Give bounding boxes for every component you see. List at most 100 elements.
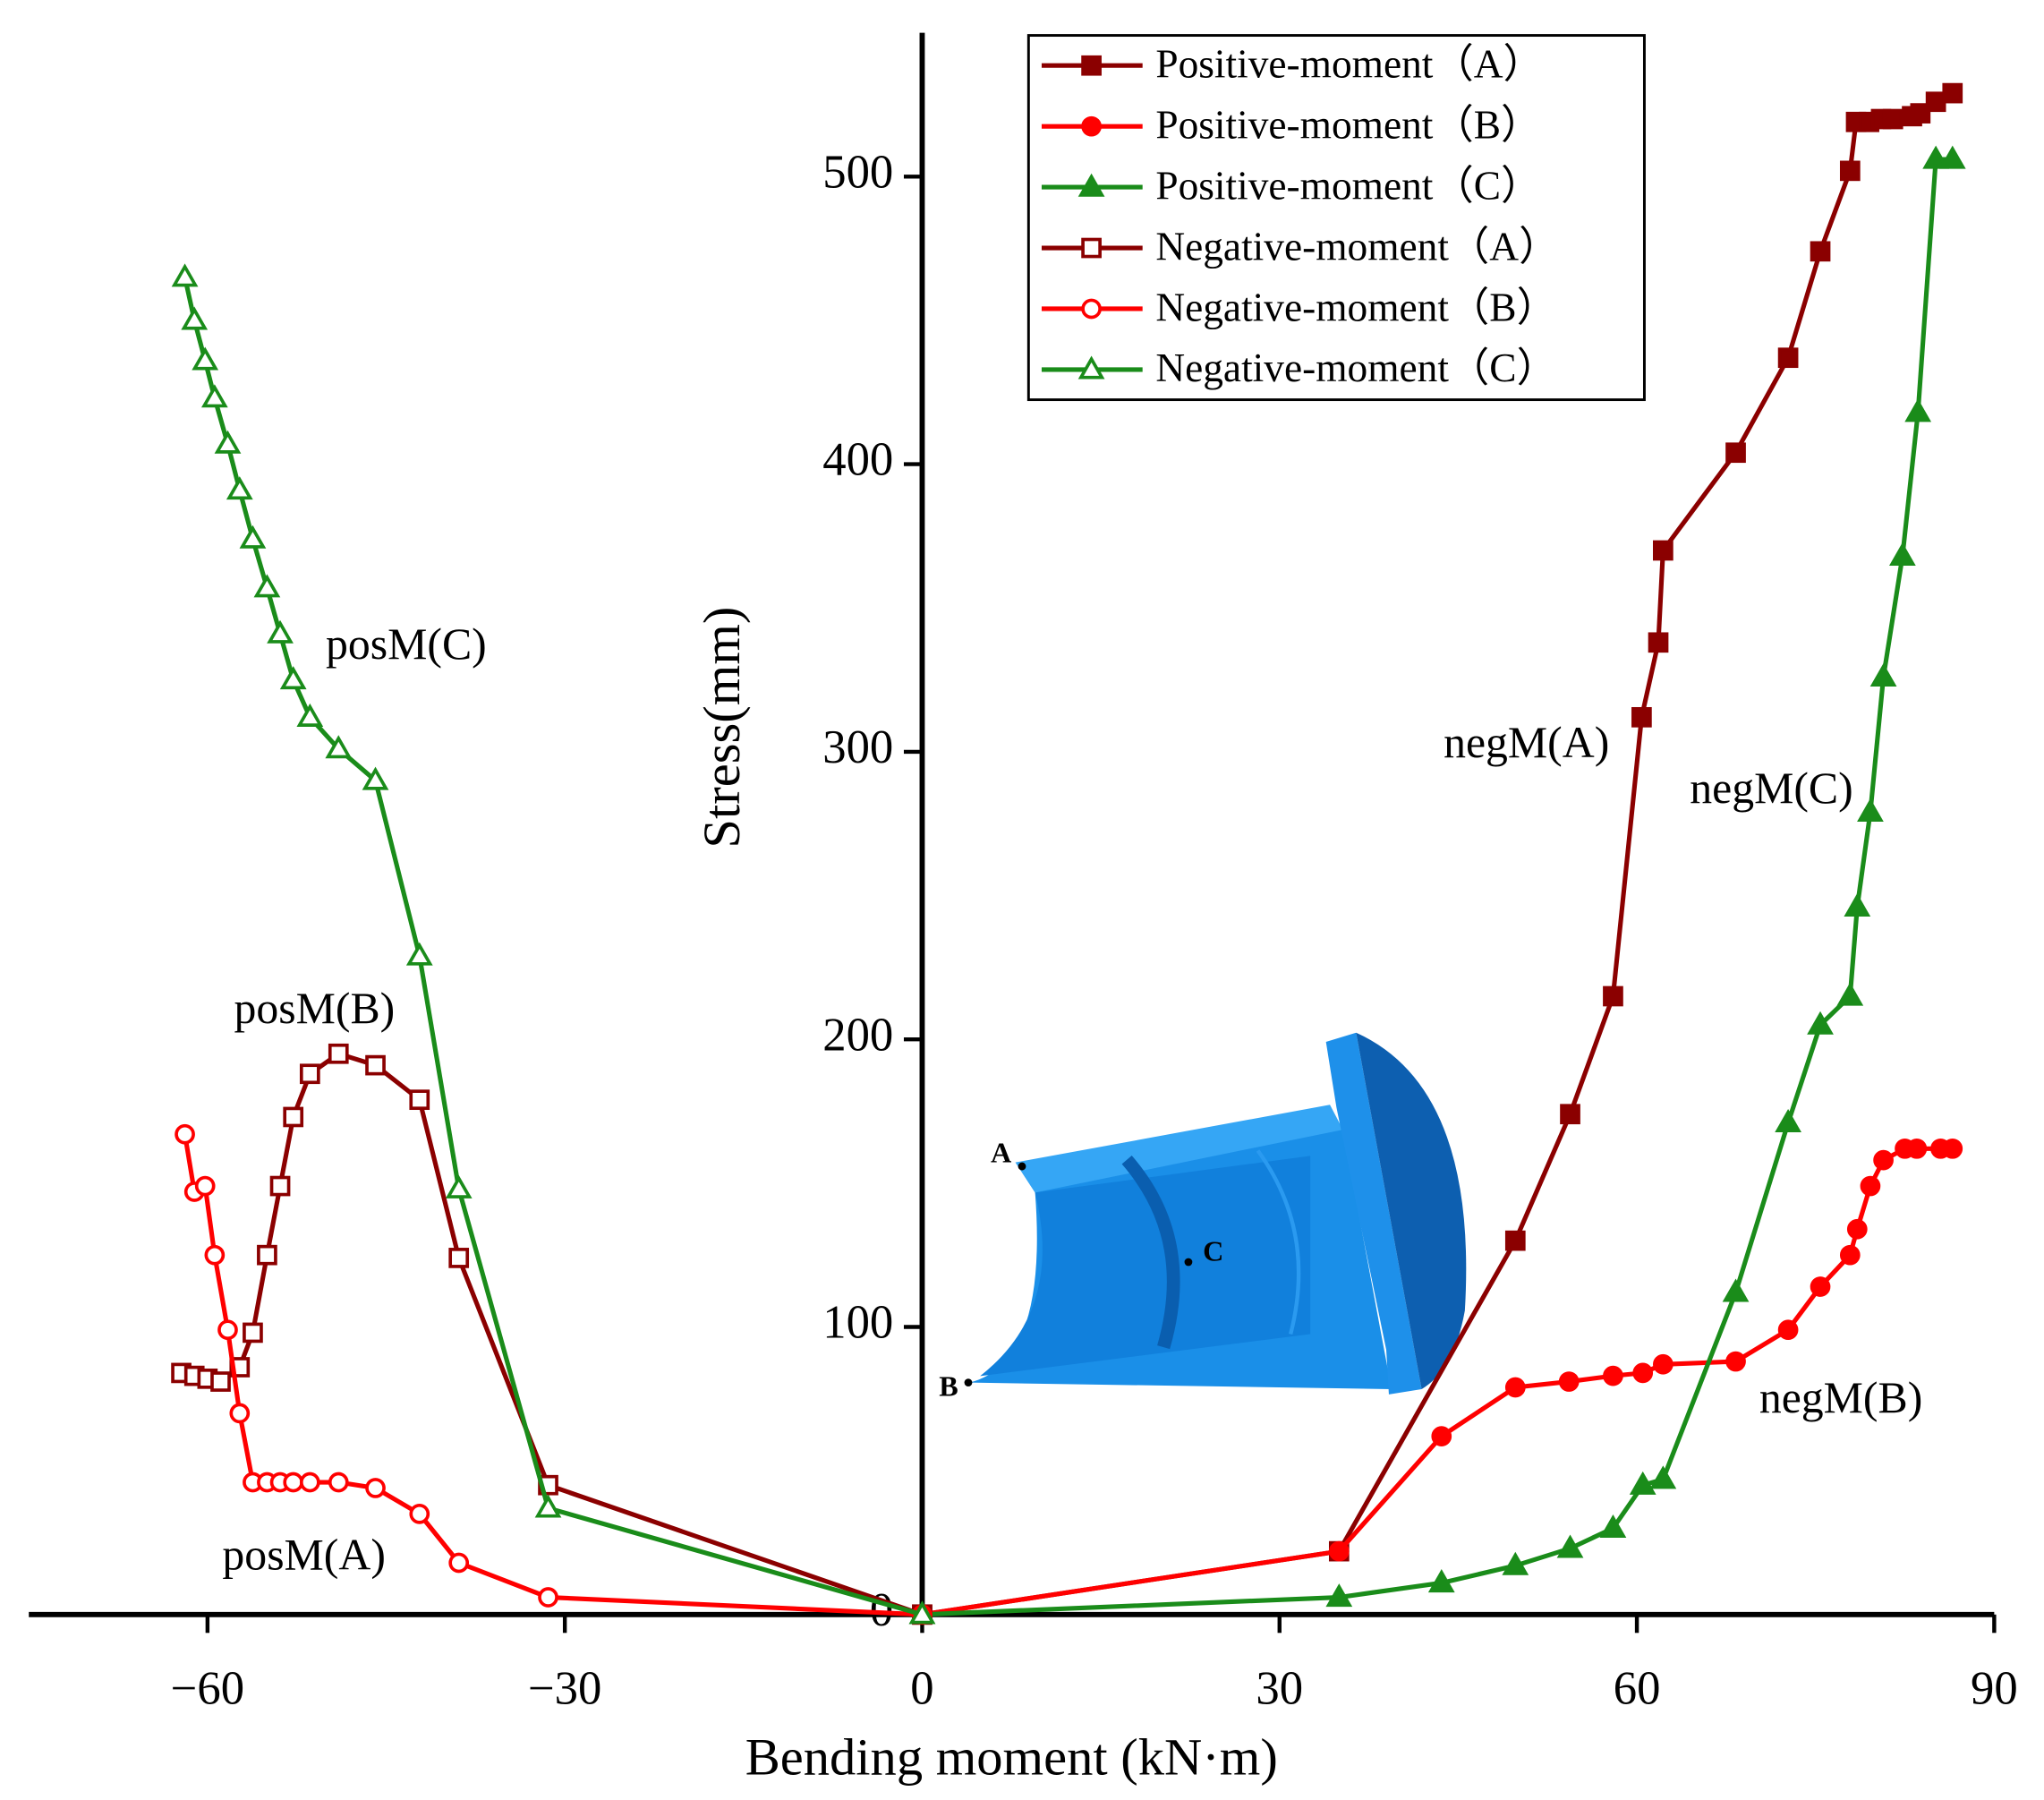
inset-top xyxy=(1015,1105,1343,1193)
x-tick-label: 30 xyxy=(1256,1663,1303,1715)
marker xyxy=(538,1587,558,1608)
inset-figure: A B C xyxy=(939,1032,1467,1402)
marker xyxy=(1775,1108,1801,1132)
marker xyxy=(1839,1244,1861,1266)
marker xyxy=(204,1244,226,1266)
marker xyxy=(1603,985,1623,1007)
y-tick-label: 100 xyxy=(822,1297,893,1349)
marker xyxy=(365,1478,386,1498)
marker xyxy=(325,735,353,759)
marker xyxy=(1652,540,1674,561)
annotation: posM(A) xyxy=(222,1531,385,1580)
marker xyxy=(1810,1276,1831,1297)
series xyxy=(908,145,1966,1625)
series xyxy=(171,1043,933,1625)
annotation: posM(B) xyxy=(234,984,396,1033)
marker xyxy=(1722,1278,1750,1302)
marker xyxy=(1631,706,1652,728)
marker xyxy=(1556,1534,1584,1558)
marker xyxy=(362,766,389,790)
marker xyxy=(194,1175,216,1197)
marker xyxy=(405,942,433,966)
marker xyxy=(1844,892,1871,917)
y-tick-label: 400 xyxy=(822,434,893,486)
marker xyxy=(1906,1138,1928,1159)
marker xyxy=(1502,1551,1529,1575)
marker xyxy=(445,1174,473,1199)
marker xyxy=(1081,115,1102,137)
inset-label: A xyxy=(991,1137,1012,1169)
inset-label: C xyxy=(1203,1235,1223,1267)
marker xyxy=(1077,355,1105,380)
marker xyxy=(299,1063,320,1085)
marker xyxy=(409,1503,430,1524)
marker xyxy=(192,346,219,371)
x-tick-label: −60 xyxy=(171,1663,244,1715)
marker xyxy=(257,1244,277,1266)
x-tick-label: 60 xyxy=(1614,1663,1661,1715)
marker xyxy=(908,1600,936,1625)
inset-ring xyxy=(1121,1155,1180,1350)
marker xyxy=(269,1175,291,1197)
legend-label: Positive-moment（C） xyxy=(1155,163,1541,208)
legend: Positive-moment（A） Positive-moment（B） Posi… xyxy=(1026,34,1646,402)
marker xyxy=(1910,103,1931,124)
legend-box xyxy=(1026,34,1646,402)
marker xyxy=(1629,1471,1656,1495)
y-tick-label: 500 xyxy=(822,146,893,198)
marker xyxy=(1081,298,1102,320)
inset-point xyxy=(964,1378,973,1387)
marker xyxy=(1649,1465,1677,1489)
marker xyxy=(448,1248,470,1268)
marker xyxy=(1777,347,1799,369)
marker xyxy=(267,619,294,644)
legend-label: Positive-moment（A） xyxy=(1155,42,1544,87)
marker xyxy=(1922,145,1950,169)
marker xyxy=(1889,542,1916,567)
annotation: posM(C) xyxy=(326,619,487,669)
marker xyxy=(1807,1011,1834,1035)
x-tick-label: 90 xyxy=(1971,1663,2018,1715)
marker xyxy=(1860,1175,1881,1197)
marker xyxy=(1882,108,1903,130)
inset-cavity xyxy=(980,1156,1311,1377)
marker xyxy=(1846,1218,1868,1240)
marker xyxy=(1081,237,1102,259)
x-tick-label: −30 xyxy=(528,1663,601,1715)
annotation: negM(B) xyxy=(1759,1373,1922,1422)
marker xyxy=(279,666,307,690)
marker xyxy=(181,306,209,330)
inset-point xyxy=(1018,1162,1026,1171)
marker xyxy=(328,1043,349,1064)
series-line xyxy=(183,277,924,1617)
marker xyxy=(1869,662,1897,687)
marker xyxy=(217,1319,238,1341)
marker xyxy=(226,476,253,500)
marker xyxy=(1836,982,1864,1006)
marker xyxy=(171,263,199,287)
marker xyxy=(283,1472,304,1493)
y-axis-title: Stress(mm) xyxy=(693,607,751,849)
marker xyxy=(243,1322,263,1344)
series xyxy=(175,1123,933,1625)
marker xyxy=(1077,173,1105,197)
y-tick-label: 300 xyxy=(822,721,893,773)
marker xyxy=(253,574,281,598)
marker xyxy=(1599,1514,1627,1539)
marker xyxy=(1558,1371,1580,1392)
series xyxy=(912,1138,1963,1625)
marker xyxy=(296,703,324,727)
inset-point xyxy=(1184,1258,1193,1267)
marker xyxy=(1925,91,1946,113)
marker xyxy=(1839,160,1861,182)
legend-label: Positive-moment（B） xyxy=(1155,103,1541,148)
marker xyxy=(1081,55,1102,76)
marker xyxy=(1942,82,1963,104)
marker xyxy=(1328,1540,1350,1562)
marker xyxy=(1603,1365,1623,1386)
inset-edge xyxy=(1256,1149,1301,1335)
marker xyxy=(229,1403,251,1424)
y-tick-label: 200 xyxy=(822,1009,893,1061)
marker xyxy=(1504,1230,1526,1251)
